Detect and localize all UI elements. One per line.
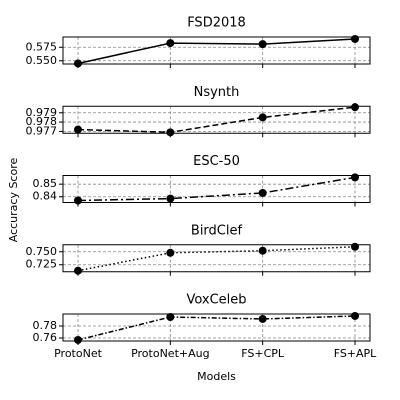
point bbox=[351, 311, 359, 320]
point bbox=[351, 103, 359, 112]
point bbox=[166, 128, 175, 137]
y-tick-label: 0.725 bbox=[26, 258, 58, 271]
point bbox=[258, 188, 267, 197]
y-tick-label: 0.575 bbox=[26, 40, 58, 53]
x-tick-label: FS+CPL bbox=[241, 347, 285, 360]
y-tick-label: 0.979 bbox=[26, 106, 58, 119]
y-tick-label: 0.78 bbox=[33, 319, 58, 332]
axes-frame bbox=[62, 175, 371, 203]
point bbox=[258, 40, 267, 49]
y-tick-label: 0.550 bbox=[26, 54, 58, 67]
point bbox=[74, 59, 82, 68]
axes-frame bbox=[62, 36, 371, 65]
point bbox=[166, 248, 175, 257]
axes-frame bbox=[62, 105, 371, 134]
line bbox=[77, 38, 356, 65]
line bbox=[77, 246, 356, 272]
point bbox=[74, 196, 82, 205]
point bbox=[166, 39, 175, 48]
x-tick-label: FS+APL bbox=[334, 347, 377, 360]
chart-title: Nsynth bbox=[194, 85, 240, 100]
y-tick-label: 0.978 bbox=[26, 115, 58, 128]
y-axis-label: Accuracy Score bbox=[7, 158, 20, 243]
line bbox=[77, 106, 356, 134]
point bbox=[258, 246, 267, 255]
y-tick-label: 0.85 bbox=[33, 177, 58, 190]
point bbox=[351, 173, 359, 182]
point bbox=[351, 242, 359, 251]
axes-frame bbox=[62, 244, 371, 273]
point bbox=[166, 313, 175, 321]
chart-title: FSD2018 bbox=[187, 16, 246, 31]
chart-title: ESC-50 bbox=[193, 154, 240, 169]
point bbox=[74, 125, 82, 134]
point bbox=[166, 194, 175, 203]
point bbox=[74, 335, 82, 344]
axes-frame bbox=[62, 313, 371, 342]
x-tick-label: ProtoNet+Aug bbox=[131, 347, 210, 360]
chart-title: BirdClef bbox=[191, 223, 243, 238]
point bbox=[258, 113, 267, 122]
line bbox=[77, 315, 356, 341]
chart-title: VoxCeleb bbox=[186, 293, 246, 308]
point bbox=[74, 266, 82, 275]
x-axis-label: Models bbox=[197, 370, 236, 383]
y-tick-label: 0.76 bbox=[33, 331, 58, 344]
y-tick-label: 0.750 bbox=[26, 245, 58, 258]
point bbox=[258, 314, 267, 323]
line bbox=[77, 176, 356, 202]
point bbox=[351, 34, 359, 43]
x-tick-label: ProtoNet bbox=[54, 347, 102, 360]
y-tick-label: 0.977 bbox=[26, 124, 58, 137]
y-tick-label: 0.84 bbox=[33, 190, 58, 203]
